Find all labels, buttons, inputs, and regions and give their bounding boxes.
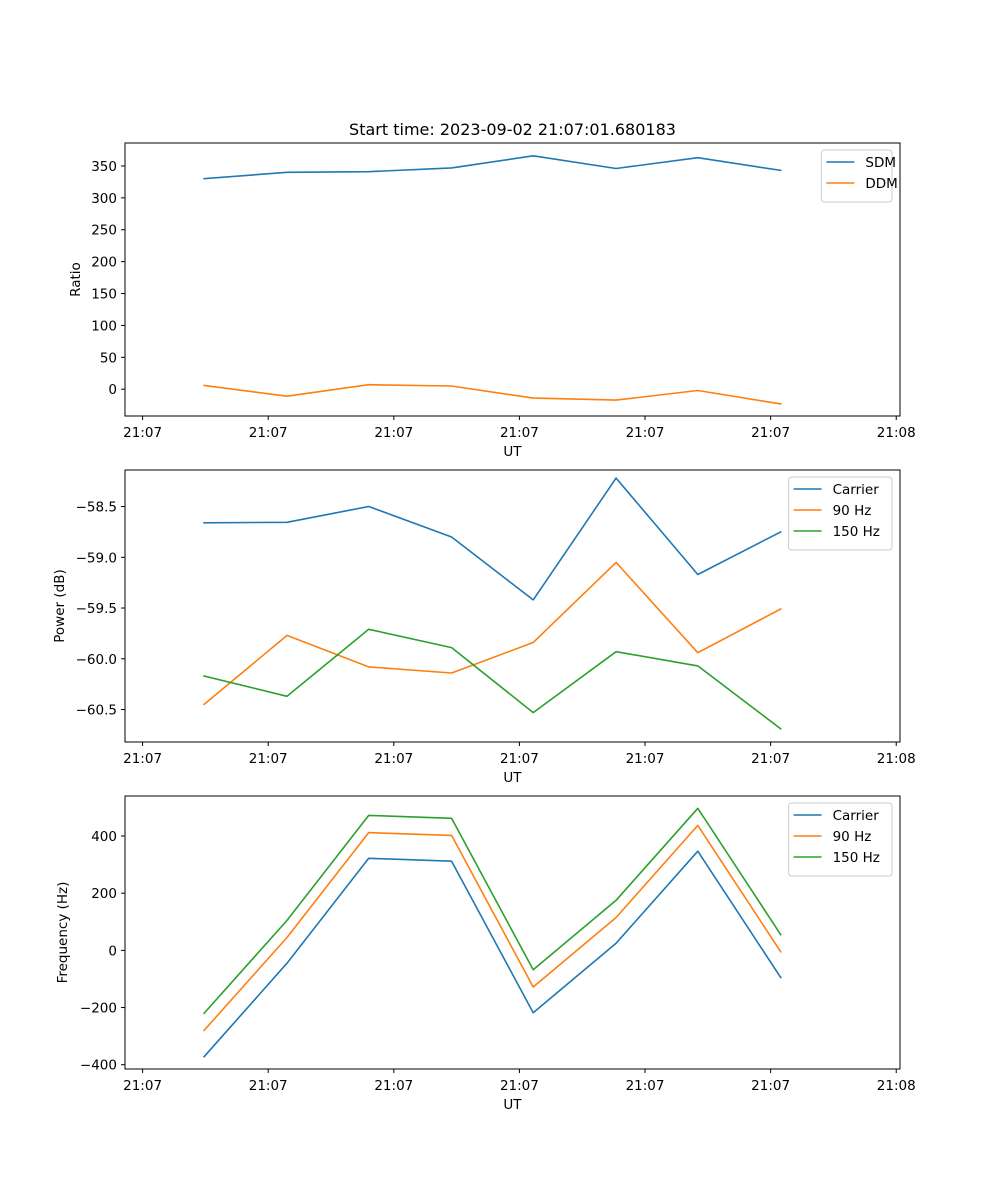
x-axis-label: UT: [503, 770, 522, 786]
plot-frame: [124, 142, 901, 417]
legend-label: DDM: [865, 176, 897, 192]
x-tick-label: 21:07: [751, 1078, 790, 1094]
y-tick-label: 200: [91, 886, 117, 902]
series-line-150-hz: [202, 807, 782, 1015]
y-tick-label: −59.0: [76, 550, 117, 566]
x-tick-label: 21:07: [123, 751, 162, 767]
legend: SDM DDM: [820, 149, 898, 203]
y-tick-label: −60.5: [76, 703, 117, 719]
x-tick-label: 21:07: [123, 1078, 162, 1094]
y-tick-label: 200: [91, 255, 117, 271]
y-axis-label: Frequency (Hz): [55, 882, 71, 984]
y-tick-label: 0: [108, 382, 117, 398]
y-tick-label: −400: [80, 1058, 117, 1074]
series-line-150-hz: [203, 628, 782, 730]
x-tick-label: 21:07: [500, 425, 539, 441]
series-line-ddm: [203, 383, 782, 405]
y-tick-label: 250: [91, 223, 117, 239]
series-line-carrier: [202, 850, 782, 1058]
chart-panel-1: Start time: 2023-09-02 21:07:01.680183 21…: [68, 120, 916, 460]
y-tick-label: 0: [108, 943, 117, 959]
x-tick-label: 21:07: [751, 751, 790, 767]
series-line-carrier: [203, 477, 782, 601]
legend: Carrier 90 Hz 150 Hz: [788, 802, 893, 877]
x-tick-label: 21:07: [500, 751, 539, 767]
x-tick-label: 21:08: [877, 1078, 916, 1094]
legend: Carrier 90 Hz 150 Hz: [788, 476, 893, 551]
legend-label: 90 Hz: [833, 829, 872, 845]
y-tick-label: −58.5: [76, 500, 117, 516]
x-tick-label: 21:07: [374, 1078, 413, 1094]
x-tick-label: 21:07: [249, 751, 288, 767]
x-tick-label: 21:07: [626, 751, 665, 767]
legend-label: 150 Hz: [833, 524, 880, 540]
series-line-90-hz: [202, 824, 782, 1032]
x-tick-label: 21:07: [123, 425, 162, 441]
x-tick-label: 21:07: [626, 425, 665, 441]
y-axis-label: Ratio: [68, 262, 84, 297]
legend-box: [820, 149, 893, 203]
legend-label: SDM: [865, 155, 896, 171]
legend-label: 90 Hz: [833, 503, 872, 519]
plot-frame: [124, 469, 901, 743]
y-tick-label: −60.0: [76, 652, 117, 668]
plot-frame: [124, 795, 901, 1070]
x-tick-label: 21:07: [249, 1078, 288, 1094]
x-axis-label: UT: [503, 1097, 522, 1113]
x-tick-label: 21:07: [374, 425, 413, 441]
legend-label: 150 Hz: [833, 850, 880, 866]
y-axis-label: Power (dB): [52, 569, 68, 642]
y-tick-label: −59.5: [76, 601, 117, 617]
y-tick-label: 50: [100, 350, 117, 366]
x-tick-label: 21:08: [877, 425, 916, 441]
chart-panel-2: 21:07 21:07 21:07 21:07 21:07 21:07 21:08 −60.5…: [52, 469, 916, 786]
x-tick-label: 21:07: [626, 1078, 665, 1094]
chart-panel-3: 21:07 21:07 21:07 21:07 21:07 21:07 21:08 −400 −…: [55, 795, 916, 1113]
y-tick-label: 400: [91, 829, 117, 845]
y-tick-label: 150: [91, 287, 117, 303]
y-tick-label: −200: [80, 1001, 117, 1017]
y-tick-label: 350: [91, 159, 117, 175]
y-tick-label: 300: [91, 191, 117, 207]
chart-title: Start time: 2023-09-02 21:07:01.680183: [349, 120, 676, 139]
series-line-90-hz: [202, 561, 782, 706]
series-line-sdm: [203, 155, 782, 180]
y-tick-label: 100: [91, 318, 117, 334]
x-axis-label: UT: [503, 444, 522, 460]
x-tick-label: 21:07: [374, 751, 413, 767]
legend-label: Carrier: [833, 482, 880, 498]
legend-label: Carrier: [833, 808, 880, 824]
x-tick-label: 21:07: [751, 425, 790, 441]
x-tick-label: 21:08: [877, 751, 916, 767]
x-tick-label: 21:07: [249, 425, 288, 441]
x-tick-label: 21:07: [500, 1078, 539, 1094]
